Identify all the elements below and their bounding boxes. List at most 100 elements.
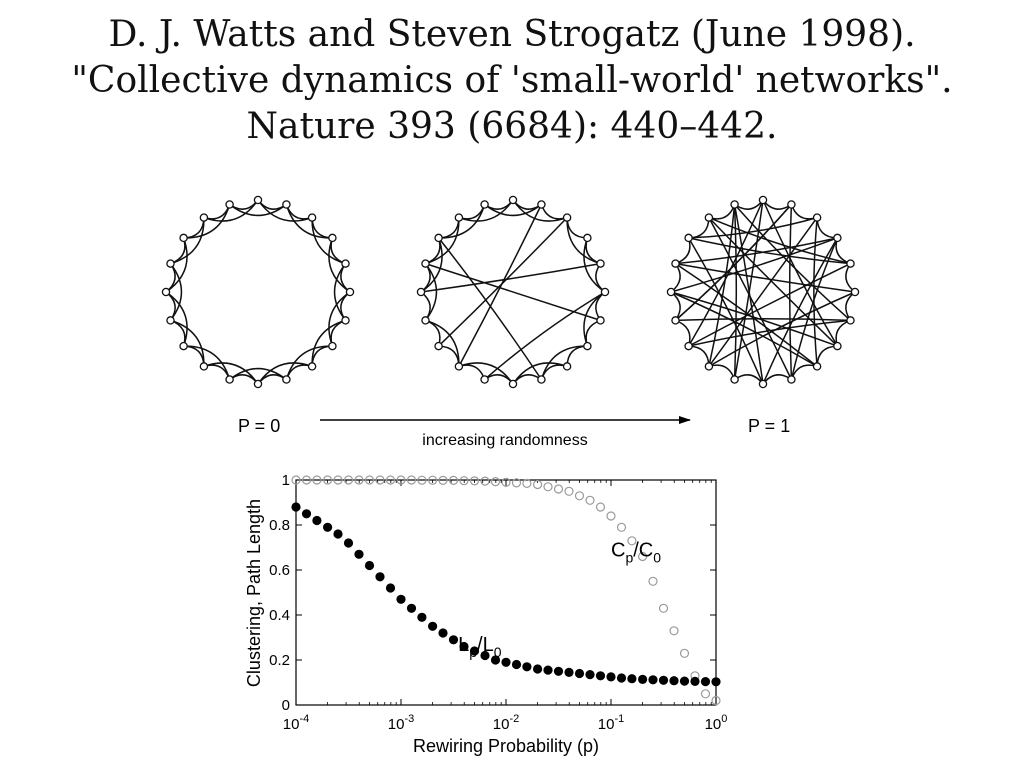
- data-point: [406, 475, 417, 485]
- ring-edge: [484, 203, 542, 217]
- data-point: [469, 476, 480, 486]
- title-line-1: D. J. Watts and Steven Strogatz (June 19…: [108, 14, 916, 55]
- network-node: [480, 375, 489, 384]
- network-node: [421, 259, 430, 268]
- network-regular: [161, 195, 355, 389]
- data-point: [438, 628, 448, 638]
- network-node: [161, 287, 171, 297]
- data-point: [543, 665, 553, 675]
- data-point: [375, 475, 385, 485]
- network-node: [537, 200, 546, 209]
- data-point: [459, 641, 469, 652]
- ring-edge: [183, 345, 205, 367]
- network-node: [225, 200, 234, 209]
- rewired-edge: [762, 199, 839, 347]
- network-node: [812, 213, 822, 222]
- data-point: [637, 551, 648, 562]
- network-node: [454, 362, 464, 371]
- network-small-world: [416, 195, 610, 389]
- data-point: [700, 677, 711, 687]
- data-point: [428, 475, 438, 485]
- data-point: [364, 560, 375, 571]
- data-point: [323, 475, 333, 485]
- network-node: [454, 213, 464, 222]
- ring-edge: [229, 367, 287, 381]
- network-node: [730, 375, 739, 384]
- rewired-edge: [675, 262, 856, 293]
- chart: 10-4 10-3 10-2 10-1 100 0 0.2 0.4 0.6 0.8 1 Cp/C0 L…: [244, 472, 727, 756]
- data-point: [585, 670, 595, 680]
- ring-edge: [762, 374, 792, 385]
- axes: 10-4 10-3 10-2 10-1 100 0 0.2 0.4 0.6 0.8 1: [269, 472, 727, 733]
- ring-edge: [438, 345, 460, 367]
- network-node: [787, 375, 796, 384]
- ring-edge: [670, 263, 681, 293]
- y-tick-label: 0.8: [269, 517, 290, 534]
- network-node: [434, 233, 443, 243]
- data-point: [396, 594, 406, 604]
- network-node: [307, 213, 317, 222]
- network-node: [166, 316, 175, 325]
- arrow-label: increasing randomness: [422, 432, 587, 449]
- data-point: [448, 475, 459, 485]
- network-node: [596, 316, 605, 325]
- rewired-edge: [687, 237, 764, 385]
- data-point: [291, 475, 301, 485]
- p-zero-label: P = 0: [238, 416, 280, 436]
- data-point: [354, 475, 364, 485]
- rewired-edge: [670, 237, 838, 293]
- data-point: [669, 626, 679, 636]
- series-cp-c0: [291, 475, 721, 706]
- rewired-edge: [675, 262, 818, 367]
- network-node: [508, 379, 518, 389]
- network-node: [684, 233, 693, 243]
- randomness-scale: P = 0 increasing randomness P = 1: [238, 416, 790, 449]
- network-node: [282, 375, 291, 384]
- data-point: [627, 674, 637, 684]
- network-node: [179, 341, 188, 351]
- ring-edge: [566, 217, 588, 239]
- data-point: [679, 648, 690, 658]
- plot-frame: [295, 479, 717, 706]
- network-node: [225, 375, 234, 384]
- y-tick-label: 0: [282, 697, 290, 714]
- network-node: [166, 259, 175, 268]
- title-line-3: Nature 393 (6684): 440–442.: [246, 106, 778, 147]
- network-node: [704, 362, 714, 371]
- ring-edge: [816, 345, 838, 367]
- data-point: [354, 549, 364, 559]
- series-lp-l0: [291, 502, 721, 687]
- network-node: [179, 233, 188, 243]
- rewired-edge: [733, 204, 764, 385]
- rewired-edge: [420, 262, 601, 293]
- y-axis-label: Clustering, Path Length: [244, 499, 264, 687]
- ring-edge: [816, 217, 838, 239]
- data-point: [385, 475, 396, 485]
- series-annotation: Cp/C0: [611, 540, 661, 566]
- network-node: [684, 341, 693, 351]
- network-node: [671, 316, 680, 325]
- data-point: [533, 664, 543, 674]
- ring-edge: [169, 263, 183, 321]
- network-node: [833, 233, 842, 243]
- network-node: [341, 316, 350, 325]
- ring-edge: [762, 199, 792, 210]
- data-point: [480, 476, 490, 486]
- network-node: [199, 213, 209, 222]
- network-node: [812, 362, 822, 371]
- data-point: [343, 538, 354, 548]
- data-point: [564, 486, 574, 496]
- data-point: [448, 635, 459, 645]
- rewired-edge: [708, 217, 818, 367]
- data-point: [459, 476, 469, 486]
- network-node: [328, 233, 337, 243]
- ring-edge: [333, 263, 347, 321]
- data-point: [606, 672, 616, 682]
- ring-edge: [688, 345, 710, 367]
- data-point: [679, 676, 690, 686]
- p-one-label: P = 1: [748, 416, 790, 436]
- data-point: [669, 676, 679, 686]
- rewired-edge: [675, 237, 838, 265]
- data-point: [428, 621, 438, 631]
- data-point: [375, 572, 385, 582]
